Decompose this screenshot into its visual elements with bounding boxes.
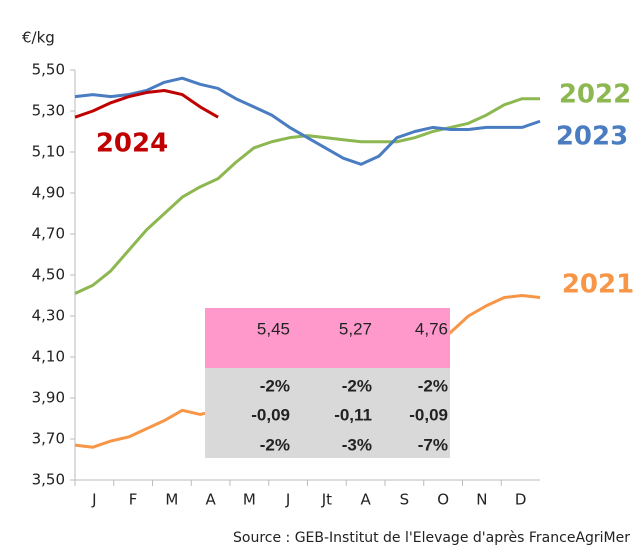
series-label: 2024 — [96, 129, 168, 159]
x-tick-label: M — [243, 491, 256, 509]
series-label: 2022 — [559, 80, 631, 110]
y-tick-label: 5,30 — [32, 102, 65, 120]
table-cell: -0,09 — [251, 405, 290, 424]
x-tick-label: N — [476, 491, 487, 509]
table-cell: -7% — [418, 435, 448, 454]
y-tick-label: 4,50 — [32, 266, 65, 284]
y-tick-label: 4,70 — [32, 225, 65, 243]
x-tick-label: D — [515, 491, 527, 509]
table-cell: -2% — [260, 376, 290, 395]
y-tick-label: 3,70 — [32, 430, 65, 448]
source: Source : GEB-Institut de l'Elevage d'apr… — [233, 530, 630, 546]
y-tick-label: 5,10 — [32, 143, 65, 161]
table-header-bg — [205, 308, 450, 368]
x-tick-label: A — [205, 491, 216, 509]
table-cell: -3% — [342, 435, 372, 454]
table-cell: -0,11 — [334, 405, 372, 424]
y-tick-label: 4,10 — [32, 348, 65, 366]
series-line — [74, 76, 541, 166]
table-cell: -2% — [342, 376, 372, 395]
table-cell: -2% — [418, 376, 448, 395]
x-tick-label: M — [165, 491, 178, 509]
x-tick-label: O — [437, 491, 449, 509]
series-label: 2021 — [562, 270, 634, 300]
series-label: 2023 — [556, 122, 628, 152]
x-tick-label: S — [400, 491, 410, 509]
y-tick-label: 5,50 — [32, 61, 65, 79]
x-tick-label: A — [360, 491, 371, 509]
y-tick-label: 4,90 — [32, 184, 65, 202]
table-cell: -0,09 — [409, 405, 448, 424]
y-tick-label: 3,90 — [32, 389, 65, 407]
x-tick-label: J — [91, 491, 96, 509]
y-tick-label: 3,50 — [32, 471, 65, 489]
table-cell: 5,45 — [257, 319, 290, 338]
table-cell: 4,76 — [415, 319, 448, 338]
table-body-bg — [205, 368, 450, 458]
table-cell: -2% — [260, 435, 290, 454]
x-tick-label: J — [285, 491, 290, 509]
y-tick-label: 4,30 — [32, 307, 65, 325]
series-line — [74, 89, 219, 119]
x-tick-label: F — [129, 491, 138, 509]
table-cell: 5,27 — [339, 319, 372, 338]
series-line — [74, 97, 540, 295]
y-axis-label: €/kg — [22, 29, 55, 47]
x-tick-label: Jt — [321, 491, 332, 509]
